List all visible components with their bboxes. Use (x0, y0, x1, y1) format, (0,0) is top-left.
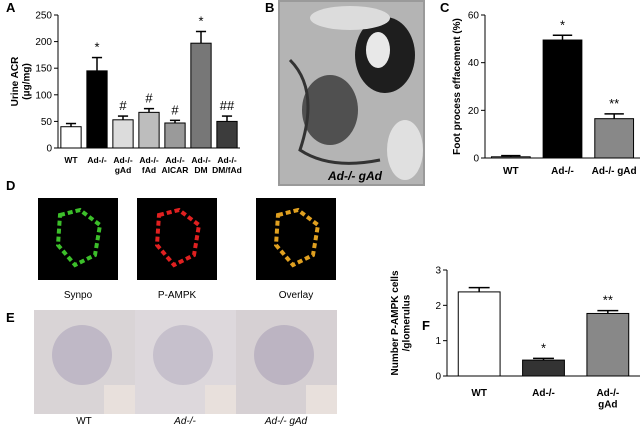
x-tick-label: WT (471, 388, 487, 399)
y-axis-label: Number P-AMPK cells/glomerulus (390, 270, 413, 375)
x-tick-label: Ad-/- (532, 388, 555, 399)
x-tick-label: WT (503, 166, 519, 177)
bar (522, 359, 565, 377)
y-tick-label: 0 (46, 144, 52, 155)
image-caption: P-AMPK (158, 290, 197, 301)
panel-label: D (6, 178, 15, 193)
y-tick-label: 0 (435, 372, 441, 383)
bar (216, 120, 238, 149)
image-caption: WT (76, 416, 92, 427)
significance-mark: ** (603, 293, 613, 308)
panel-label: E (6, 310, 15, 325)
bar (457, 291, 501, 377)
y-tick-label: 150 (35, 64, 52, 75)
x-tick-label: WT (64, 155, 78, 165)
y-tick-label: 200 (35, 37, 52, 48)
y-tick-label: 1 (435, 336, 441, 347)
bar (490, 156, 531, 159)
significance-mark: ## (220, 98, 235, 113)
histology-images (34, 310, 337, 414)
y-tick-label: 20 (468, 106, 480, 117)
x-tick-label: Ad-/-DM (191, 155, 211, 175)
x-tick-label: Ad-/- gAd (592, 166, 637, 177)
fluorescence-images (38, 198, 336, 280)
image-caption: Ad-/- (173, 416, 196, 427)
panel-label: B (265, 0, 274, 15)
x-tick-label: Ad-/-AICAR (162, 155, 189, 175)
bar (594, 118, 635, 159)
y-tick-label: 50 (41, 117, 53, 128)
significance-mark: * (94, 40, 99, 55)
panel-label: F (422, 318, 430, 333)
y-tick-label: 100 (35, 90, 52, 101)
y-tick-label: 250 (35, 11, 52, 22)
bar (112, 119, 134, 149)
significance-mark: # (119, 98, 127, 113)
significance-mark: # (171, 102, 179, 117)
significance-mark: * (198, 13, 203, 28)
image-caption: Ad-/- gAd (327, 169, 383, 183)
bar (164, 122, 186, 149)
y-tick-label: 0 (473, 154, 479, 165)
image-caption: Overlay (279, 290, 313, 301)
x-tick-label: Ad-/- (87, 155, 107, 165)
bar (138, 111, 160, 149)
panel-label: C (440, 0, 450, 15)
bar (542, 39, 583, 159)
x-tick-label: Ad-/-fAd (139, 155, 159, 175)
bar (190, 42, 212, 149)
image-caption: Synpo (64, 290, 93, 301)
y-tick-label: 3 (435, 266, 441, 277)
y-tick-label: 2 (435, 301, 441, 312)
y-tick-label: 40 (468, 58, 480, 69)
significance-mark: * (541, 340, 546, 355)
significance-mark: # (145, 91, 153, 106)
bar (586, 312, 630, 377)
y-axis-label: Foot process effacement (%) (452, 18, 463, 155)
panel-label: A (6, 0, 16, 15)
y-tick-label: 60 (468, 11, 480, 22)
em-image (278, 0, 425, 186)
x-tick-label: Ad-/-DM/fAd (212, 155, 242, 175)
significance-mark: ** (609, 96, 619, 111)
x-tick-label: Ad-/- (551, 166, 574, 177)
image-caption: Ad-/- gAd (264, 416, 308, 427)
y-axis-label: Urine ACR(μg/mg) (10, 56, 33, 106)
x-tick-label: Ad-/-gAd (596, 388, 619, 411)
bar (60, 126, 82, 149)
x-tick-label: Ad-/-gAd (113, 155, 133, 175)
significance-mark: * (560, 17, 565, 32)
bar (86, 70, 108, 149)
